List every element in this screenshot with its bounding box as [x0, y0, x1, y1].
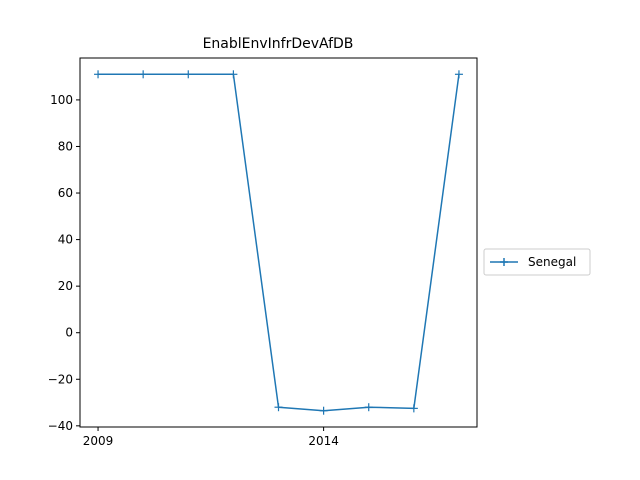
y-tick-label: 0 [65, 326, 73, 340]
legend[interactable]: Senegal [483, 248, 591, 276]
chart-title: EnablEnvInfrDevAfDB [203, 36, 354, 52]
x-axis: 2009 2014 [83, 427, 339, 448]
y-tick-label: 40 [58, 233, 73, 247]
data-point [454, 70, 463, 79]
y-tick-label: −40 [48, 419, 73, 433]
data-point [229, 70, 238, 79]
y-tick-label: 60 [58, 186, 73, 200]
plot-area [94, 70, 463, 415]
plot-frame [79, 57, 478, 428]
data-point [364, 403, 373, 412]
y-tick-label: −20 [48, 372, 73, 386]
y-tick-label: 100 [50, 93, 73, 107]
y-tick-label: 80 [58, 139, 73, 153]
y-axis: 100 80 60 40 20 0 −20 −40 [48, 93, 80, 433]
data-point [409, 404, 418, 413]
x-tick-label: 2009 [83, 434, 114, 448]
legend-label-senegal: Senegal [528, 255, 576, 269]
data-point [94, 70, 103, 79]
y-tick-label: 20 [58, 279, 73, 293]
legend-box [483, 248, 591, 276]
data-point [274, 403, 283, 412]
data-point [184, 70, 193, 79]
x-tick-label: 2014 [308, 434, 339, 448]
data-point [139, 70, 148, 79]
data-point [319, 406, 328, 415]
